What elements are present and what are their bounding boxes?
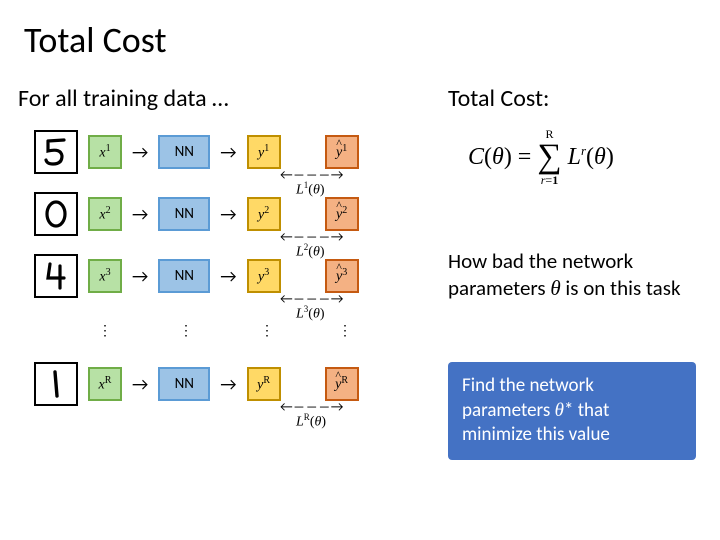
nn-box: NN [158,135,210,169]
cost-formula: C(θ) = R ∑ r=1 Lr(θ) [468,128,698,186]
vdots-icon: ⋮ [250,322,284,339]
arrow-icon: → [132,205,148,223]
vdots-row: ⋮ ⋮ ⋮ ⋮ [34,320,362,340]
sum-lower: r=1 [541,174,558,186]
arrow-icon: → [132,143,148,161]
nn-box: NN [158,367,210,401]
yhat-box: y3 [325,259,359,293]
vdots-icon: ⋮ [88,322,122,339]
y-box: y3 [247,259,281,293]
arrow-icon: → [132,267,148,285]
arrow-icon: → [220,143,236,161]
arrow-icon: → [220,267,236,285]
training-row: x2 → NN → y2 y2 ←―――→ L2(θ) [34,192,362,236]
subtitle: For all training data … [18,84,229,113]
training-row: x1 → NN → y1 y1 ←―――→ L1(θ) [34,130,362,174]
vdots-icon: ⋮ [328,322,362,339]
digit-image-5 [34,130,78,174]
x-box: x1 [88,135,122,169]
description-text: How bad the network parameters θ is on t… [448,248,700,303]
cost-heading: Total Cost: [448,84,549,113]
nn-box: NN [158,259,210,293]
y-box: y2 [247,197,281,231]
arrow-icon: → [220,375,236,393]
arrow-icon: → [132,375,148,393]
y-box: yR [247,367,281,401]
digit-image-4 [34,254,78,298]
training-rows: x1 → NN → y1 y1 ←―――→ L1(θ) x2 → NN → y2… [34,130,362,424]
page-title: Total Cost [24,18,167,62]
x-box: xR [88,367,122,401]
yhat-box: yR [325,367,359,401]
yhat-box: y2 [325,197,359,231]
training-row: x3 → NN → y3 y3 ←―――→ L3(θ) [34,254,362,298]
nn-box: NN [158,197,210,231]
loss-label: L3(θ) [296,304,325,323]
digit-image-1 [34,362,78,406]
digit-image-0 [34,192,78,236]
loss-label: LR(θ) [296,412,326,431]
x-box: x2 [88,197,122,231]
x-box: x3 [88,259,122,293]
yhat-box: y1 [325,135,359,169]
callout-box: Find the network parameters θ* that mini… [448,362,696,460]
y-box: y1 [247,135,281,169]
arrow-icon: → [220,205,236,223]
vdots-icon: ⋮ [160,322,212,339]
training-row: xR → NN → yR yR ←―――→ LR(θ) [34,362,362,406]
